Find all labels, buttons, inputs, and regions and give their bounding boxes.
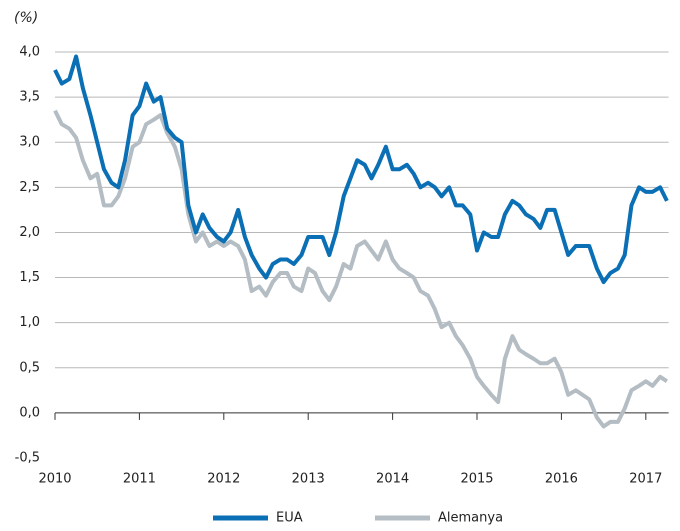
y-tick-label: 3,5 bbox=[19, 90, 40, 105]
y-unit-label: (%) bbox=[14, 10, 38, 26]
y-tick-label: 2,0 bbox=[19, 225, 40, 240]
y-tick-label: 0,0 bbox=[19, 405, 40, 420]
y-tick-label: 1,5 bbox=[19, 270, 40, 285]
x-tick-label: 2010 bbox=[38, 472, 71, 487]
y-tick-label: 2,5 bbox=[19, 180, 40, 195]
x-tick-label: 2012 bbox=[207, 472, 240, 487]
y-tick-label: -0,5 bbox=[15, 451, 40, 466]
y-tick-label: 3,0 bbox=[19, 135, 40, 150]
x-tick-label: 2014 bbox=[376, 472, 409, 487]
x-tick-label: 2016 bbox=[545, 472, 578, 487]
x-tick-label: 2017 bbox=[629, 472, 662, 487]
y-tick-label: 4,0 bbox=[19, 45, 40, 60]
legend-label: EUA bbox=[276, 511, 303, 526]
x-tick-label: 2013 bbox=[292, 472, 325, 487]
legend-label: Alemanya bbox=[438, 511, 503, 526]
x-tick-label: 2015 bbox=[460, 472, 493, 487]
y-tick-label: 1,0 bbox=[19, 315, 40, 330]
series-line bbox=[53, 54, 669, 285]
x-tick-label: 2011 bbox=[123, 472, 156, 487]
y-tick-label: 0,5 bbox=[19, 360, 40, 375]
series-line bbox=[53, 109, 669, 429]
